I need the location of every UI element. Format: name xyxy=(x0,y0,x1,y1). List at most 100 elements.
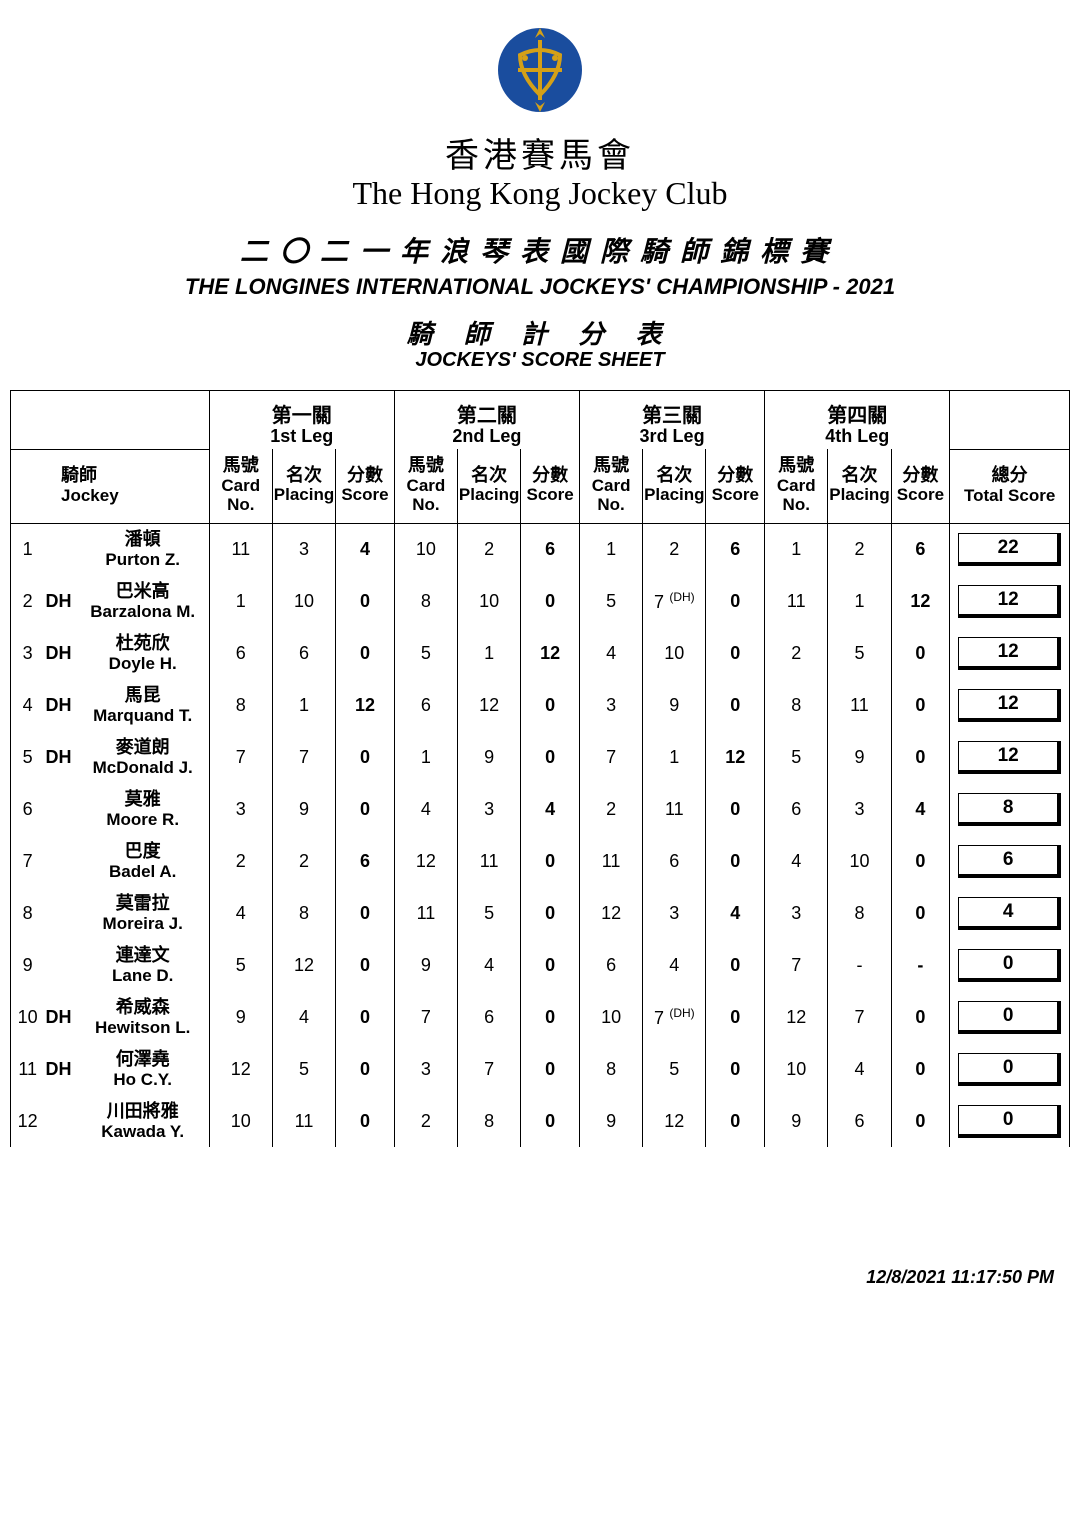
rank-cell: 4 xyxy=(11,679,45,731)
dh-cell xyxy=(44,939,73,991)
placing-cell: 7 xyxy=(458,1043,521,1095)
leg-header-2: 第二關2nd Leg xyxy=(394,391,579,450)
score-cell: 6 xyxy=(891,523,950,575)
placing-cell: 2 xyxy=(828,523,891,575)
score-cell: 0 xyxy=(336,1043,395,1095)
card-no-cell: 10 xyxy=(765,1043,828,1095)
score-cell: 0 xyxy=(706,1043,765,1095)
card-no-cell: 5 xyxy=(209,939,272,991)
placing-cell: 12 xyxy=(458,679,521,731)
table-row: 6莫雅Moore R.39043421106348 xyxy=(11,783,1070,835)
placing-cell: 7 xyxy=(828,991,891,1043)
score-cell: 0 xyxy=(336,1095,395,1147)
leg-header-3: 第三關3rd Leg xyxy=(579,391,764,450)
score-cell: 0 xyxy=(891,835,950,887)
placing-cell: 12 xyxy=(272,939,335,991)
score-cell: 0 xyxy=(336,731,395,783)
club-name-en: The Hong Kong Jockey Club xyxy=(10,175,1070,212)
card-no-cell: 5 xyxy=(579,575,642,627)
jockey-cell: 巴度Badel A. xyxy=(74,835,209,887)
score-cell: 0 xyxy=(891,887,950,939)
score-cell: 0 xyxy=(336,939,395,991)
hkjc-logo xyxy=(490,20,590,120)
col-score: 分數Score xyxy=(336,449,395,523)
total-score-cell: 22 xyxy=(950,523,1070,575)
score-cell: 0 xyxy=(891,991,950,1043)
jockey-cell: 莫雅Moore R. xyxy=(74,783,209,835)
card-no-cell: 5 xyxy=(394,627,457,679)
placing-cell: 9 xyxy=(272,783,335,835)
total-score-cell: 0 xyxy=(950,1095,1070,1147)
score-cell: 6 xyxy=(521,523,580,575)
rank-cell: 2 xyxy=(11,575,45,627)
placing-cell: 9 xyxy=(643,679,706,731)
card-no-cell: 2 xyxy=(765,627,828,679)
placing-cell: 11 xyxy=(272,1095,335,1147)
table-row: 8莫雷拉Moreira J.480115012343804 xyxy=(11,887,1070,939)
card-no-cell: 5 xyxy=(765,731,828,783)
score-cell: 12 xyxy=(891,575,950,627)
card-no-cell: 4 xyxy=(579,627,642,679)
event-title-zh: 二〇二一年浪琴表國際騎師錦標賽 xyxy=(10,230,1070,270)
col-card: 馬號Card No. xyxy=(209,449,272,523)
placing-cell: 6 xyxy=(828,1095,891,1147)
placing-cell: 4 xyxy=(643,939,706,991)
score-cell: 0 xyxy=(521,731,580,783)
score-cell: 12 xyxy=(521,627,580,679)
card-no-cell: 3 xyxy=(394,1043,457,1095)
card-no-cell: 7 xyxy=(765,939,828,991)
total-score-cell: 12 xyxy=(950,575,1070,627)
card-no-cell: 3 xyxy=(765,887,828,939)
sheet-title-zh: 騎 師 計 分 表 xyxy=(10,314,1070,351)
placing-cell: 1 xyxy=(272,679,335,731)
score-cell: 0 xyxy=(336,887,395,939)
total-score-cell: 12 xyxy=(950,679,1070,731)
card-no-cell: 12 xyxy=(394,835,457,887)
leg-header-4: 第四關4th Leg xyxy=(765,391,950,450)
table-body: 1潘頓Purton Z.11341026126126222DH巴米高Barzal… xyxy=(11,523,1070,1147)
score-cell: 0 xyxy=(706,575,765,627)
placing-cell: 5 xyxy=(272,1043,335,1095)
total-score-cell: 0 xyxy=(950,991,1070,1043)
placing-cell: 8 xyxy=(272,887,335,939)
card-no-cell: 1 xyxy=(394,731,457,783)
header: 香港賽馬會 The Hong Kong Jockey Club 二〇二一年浪琴表… xyxy=(10,20,1070,372)
card-no-cell: 8 xyxy=(765,679,828,731)
placing-cell: 8 xyxy=(828,887,891,939)
timestamp: 12/8/2021 11:17:50 PM xyxy=(10,1267,1054,1288)
placing-cell: 8 xyxy=(458,1095,521,1147)
score-cell: 0 xyxy=(706,627,765,679)
placing-cell: 1 xyxy=(643,731,706,783)
placing-cell: 12 xyxy=(643,1095,706,1147)
dh-cell: DH xyxy=(44,991,73,1043)
card-no-cell: 1 xyxy=(209,575,272,627)
table-row: 9連達文Lane D.51209406407--0 xyxy=(11,939,1070,991)
card-no-cell: 12 xyxy=(765,991,828,1043)
total-score-cell: 0 xyxy=(950,1043,1070,1095)
rank-cell: 12 xyxy=(11,1095,45,1147)
card-no-cell: 9 xyxy=(209,991,272,1043)
score-cell: 0 xyxy=(336,991,395,1043)
jockey-cell: 杜苑欣Doyle H. xyxy=(74,627,209,679)
card-no-cell: 4 xyxy=(394,783,457,835)
placing-cell: 2 xyxy=(458,523,521,575)
score-cell: 0 xyxy=(521,1095,580,1147)
jockey-cell: 麥道朗McDonald J. xyxy=(74,731,209,783)
placing-cell: 3 xyxy=(272,523,335,575)
score-table: 第一關1st Leg 第二關2nd Leg 第三關3rd Leg 第四關4th … xyxy=(10,390,1070,1147)
rank-cell: 7 xyxy=(11,835,45,887)
score-cell: 0 xyxy=(706,679,765,731)
score-cell: 6 xyxy=(336,835,395,887)
dh-cell xyxy=(44,835,73,887)
card-no-cell: 6 xyxy=(394,679,457,731)
score-cell: 0 xyxy=(521,575,580,627)
placing-cell: 10 xyxy=(828,835,891,887)
placing-cell: 9 xyxy=(828,731,891,783)
jockey-cell: 巴米高Barzalona M. xyxy=(74,575,209,627)
card-no-cell: 2 xyxy=(394,1095,457,1147)
score-cell: 4 xyxy=(521,783,580,835)
placing-cell: 3 xyxy=(458,783,521,835)
total-score-cell: 0 xyxy=(950,939,1070,991)
card-no-cell: 4 xyxy=(765,835,828,887)
card-no-cell: 2 xyxy=(579,783,642,835)
